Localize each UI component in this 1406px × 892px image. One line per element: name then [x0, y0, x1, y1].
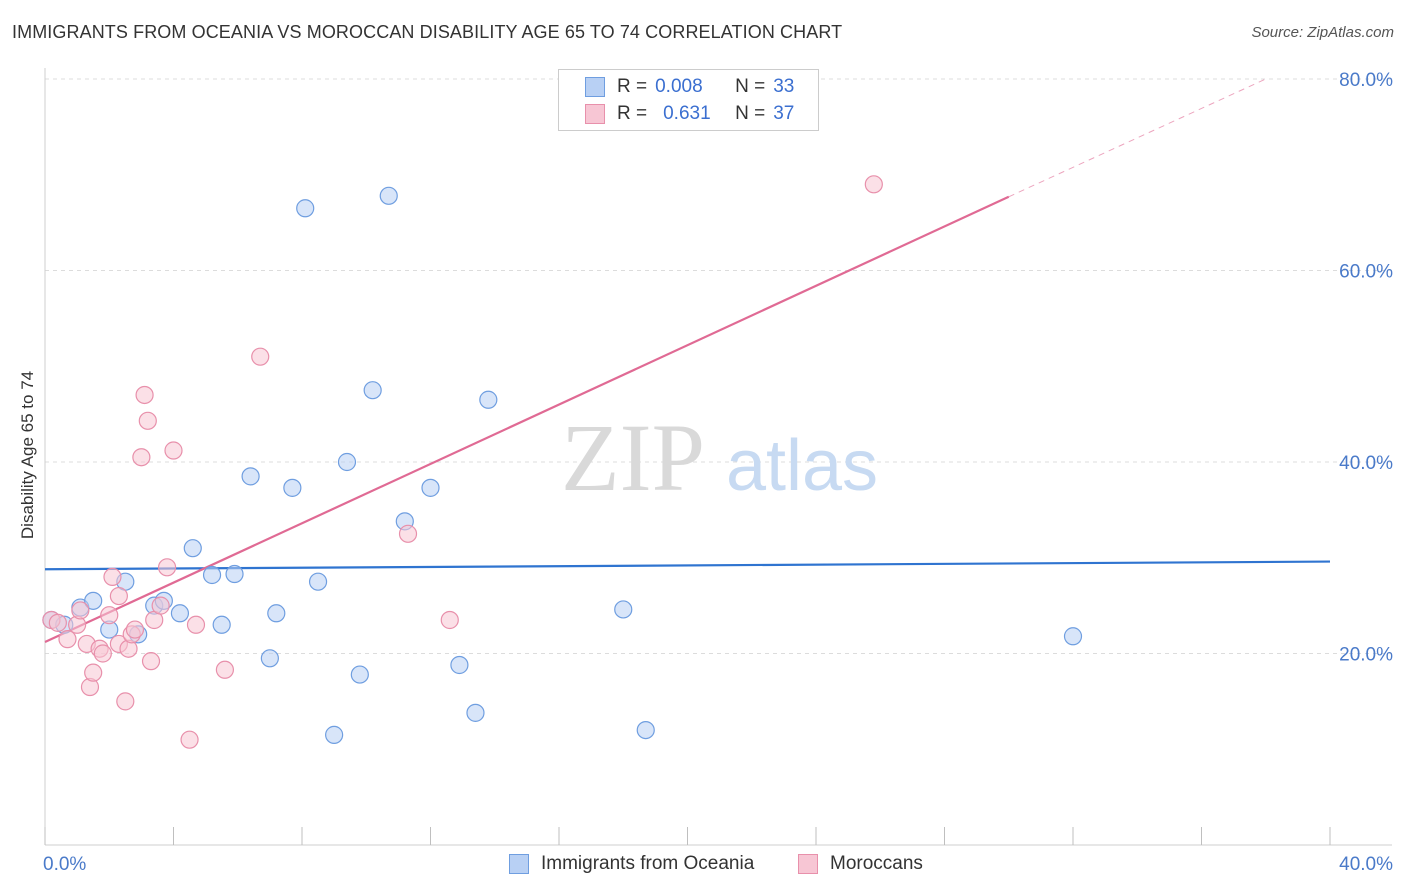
point-moroccans [109, 586, 128, 606]
point-moroccans [58, 630, 77, 649]
point-moroccans [48, 613, 67, 632]
point-moroccans [84, 663, 103, 682]
y-tick-label: 60.0% [1339, 262, 1393, 283]
trend-line-moroccans-extrapolated [1008, 78, 1266, 198]
trend-line-moroccans [44, 195, 1010, 644]
trend-lines [44, 78, 1331, 644]
point-moroccans [157, 558, 177, 577]
point-oceania [212, 615, 231, 634]
axes [44, 68, 1392, 846]
trend-line-oceania [44, 560, 1331, 571]
legend-row-moroccans: R = 0.631 N = 37 [585, 102, 794, 126]
legend-swatch-moroccans [585, 104, 605, 124]
point-moroccans [164, 441, 183, 460]
legend-r-value: 0.008 [655, 76, 703, 97]
point-oceania [337, 452, 357, 472]
point-moroccans [215, 660, 234, 679]
point-oceania [614, 600, 633, 619]
point-moroccans [103, 567, 122, 587]
point-oceania [170, 604, 190, 623]
point-moroccans [151, 596, 170, 615]
point-oceania [1063, 627, 1083, 646]
legend-n-value: 33 [773, 76, 795, 97]
point-oceania [636, 720, 655, 740]
point-oceania [350, 665, 369, 684]
point-oceania [421, 478, 440, 497]
point-moroccans [138, 411, 157, 430]
watermark-atlas: atlas [726, 426, 878, 506]
point-moroccans [100, 606, 119, 625]
point-oceania [325, 725, 344, 744]
point-moroccans [71, 601, 90, 620]
bottom-legend-label-oceania: Immigrants from Oceania [541, 853, 755, 874]
point-moroccans [135, 385, 154, 405]
chart-title: IMMIGRANTS FROM OCEANIA VS MOROCCAN DISA… [12, 22, 843, 42]
legend-r-value: 0.631 [663, 103, 711, 124]
y-tick-label: 20.0% [1339, 645, 1393, 666]
y-tick-label: 40.0% [1339, 453, 1393, 474]
point-moroccans [116, 692, 135, 711]
legend-r-label: R = [617, 103, 648, 124]
point-moroccans [141, 652, 161, 671]
legend-n-value: 37 [773, 103, 795, 124]
point-moroccans [864, 175, 883, 194]
point-oceania [260, 649, 279, 668]
x-tick-label: 0.0% [43, 854, 86, 875]
point-oceania [450, 655, 469, 675]
legend-r-label: R = [617, 76, 648, 97]
y-axis-title: Disability Age 65 to 74 [18, 371, 37, 539]
legend-row-oceania: R = 0.008 N = 33 [585, 75, 794, 99]
x-tick-label: 40.0% [1339, 854, 1393, 875]
legend-n-label: N = [735, 103, 766, 124]
point-moroccans [186, 615, 206, 634]
tick-labels: 20.0% 40.0% 60.0% 80.0% 0.0% 40.0% [43, 70, 1393, 875]
point-oceania [479, 390, 498, 409]
point-moroccans [251, 347, 270, 366]
point-moroccans [125, 620, 145, 639]
point-oceania [241, 467, 260, 486]
bottom-legend-moroccans: Moroccans [798, 852, 923, 876]
bottom-legend-swatch-oceania [509, 854, 529, 874]
point-oceania [183, 539, 202, 558]
bottom-legend-label-moroccans: Moroccans [830, 853, 923, 874]
point-moroccans [132, 448, 151, 467]
point-oceania [466, 703, 485, 722]
legend: R = 0.008 N = 33 R = 0.631 N = 37 [558, 69, 819, 131]
y-tick-label: 80.0% [1339, 70, 1393, 91]
bottom-legend-oceania: Immigrants from Oceania [509, 852, 754, 876]
point-oceania [363, 381, 382, 400]
data-points [42, 175, 1083, 749]
watermark-zip: ZIP [561, 404, 705, 511]
chart-source: Source: ZipAtlas.com [1251, 24, 1394, 41]
bottom-legend-swatch-moroccans [798, 854, 818, 874]
point-oceania [379, 186, 398, 205]
watermark: ZIP atlas [561, 404, 878, 511]
point-oceania [84, 591, 103, 610]
point-oceania [308, 572, 328, 591]
point-oceania [202, 565, 222, 585]
point-oceania [225, 564, 244, 584]
point-oceania [296, 199, 315, 218]
legend-swatch-oceania [585, 77, 605, 97]
point-oceania [267, 604, 286, 623]
legend-n-label: N = [735, 76, 766, 97]
point-moroccans [93, 644, 112, 663]
point-moroccans [398, 524, 418, 543]
point-moroccans [440, 610, 459, 630]
point-oceania [283, 478, 302, 497]
point-moroccans [180, 730, 199, 749]
